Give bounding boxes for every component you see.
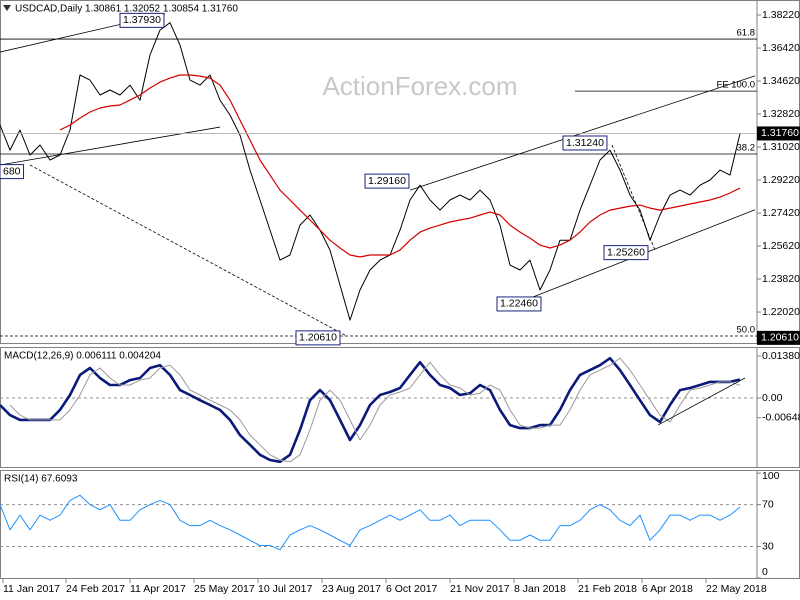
- price-label: 1.20610: [761, 332, 799, 344]
- y-tick-label: 0.013802: [762, 350, 800, 362]
- y-tick-label: 0.00: [762, 392, 783, 404]
- fib-level-label: FE 100.0: [716, 80, 755, 91]
- x-tick-label: 24 Feb 2017: [66, 583, 125, 595]
- trendline: [611, 144, 656, 251]
- x-tick-label: 23 Aug 2017: [322, 583, 381, 595]
- y-tick-label: 0: [762, 566, 768, 578]
- x-tick-label: 22 May 2018: [706, 583, 767, 595]
- x-tick-label: 8 Jan 2018: [514, 583, 566, 595]
- x-tick-label: 11 Apr 2017: [130, 583, 186, 595]
- x-tick-label: 6 Oct 2017: [386, 583, 438, 595]
- x-tick-label: 21 Nov 2017: [450, 583, 510, 595]
- series-line: [0, 494, 741, 551]
- price-annotation-box: [562, 135, 608, 151]
- series-line: [0, 356, 741, 464]
- watermark: ActionForex.com: [322, 71, 517, 101]
- price-label-box: [757, 126, 800, 141]
- fib-level-label: 61.8: [737, 28, 756, 39]
- y-tick-label: 1.27420: [762, 207, 800, 219]
- price-annotation: 1.25260: [607, 246, 645, 258]
- price-label: 1.31760: [761, 127, 799, 139]
- series-line: [59, 74, 741, 258]
- pane-title: MACD(12,26,9) 0.006111 0.004204: [4, 351, 161, 362]
- y-tick-label: 70: [762, 498, 774, 510]
- fib-level-label: 50.0: [737, 325, 756, 336]
- series-line: [0, 22, 741, 321]
- y-tick-label: 1.34620: [762, 75, 800, 87]
- price-annotation-box: [603, 245, 649, 261]
- fib-level-label: 38.2: [737, 143, 756, 154]
- price-annotation-box: [364, 173, 410, 189]
- x-tick-label: 25 May 2017: [194, 583, 255, 595]
- pane-title: USDCAD,Daily 1.30861 1.32052 1.30854 1.3…: [15, 4, 238, 15]
- x-tick-label: 6 Apr 2018: [642, 583, 693, 595]
- price-annotation-box: [119, 12, 165, 28]
- y-tick-label: 30: [762, 540, 774, 552]
- price-label-box: [757, 330, 800, 345]
- pane-title: RSI(14) 67.6093: [4, 474, 78, 485]
- price-annotation-box: [0, 164, 25, 180]
- y-tick-label: 100: [762, 470, 780, 482]
- y-tick-label: -0.006488: [762, 412, 800, 424]
- x-tick-label: 10 Jul 2017: [258, 583, 312, 595]
- y-tick-label: 1.36420: [762, 42, 800, 54]
- series-line: [9, 357, 741, 463]
- x-tick-label: 21 Feb 2018: [578, 583, 637, 595]
- price-annotation: 680: [3, 165, 21, 177]
- y-tick-label: 1.29220: [762, 174, 800, 186]
- price-annotation-box: [496, 296, 542, 312]
- price-annotation-box: [295, 330, 341, 346]
- price-annotation: 1.31240: [566, 137, 604, 149]
- menu-icon[interactable]: [3, 5, 11, 11]
- price-annotation: 1.20610: [299, 332, 337, 344]
- y-tick-label: 1.32820: [762, 108, 800, 120]
- x-tick-label: 11 Jan 2017: [3, 583, 60, 595]
- price-annotation: 1.37930: [123, 14, 161, 26]
- y-tick-label: 1.31020: [762, 141, 800, 153]
- y-tick-label: 1.25620: [762, 240, 800, 252]
- y-tick-label: 1.23820: [762, 273, 800, 285]
- trendline: [409, 75, 756, 191]
- y-tick-label: 1.38220: [762, 9, 800, 21]
- trendline: [657, 377, 746, 426]
- price-annotation: 1.22460: [500, 298, 538, 310]
- y-tick-label: 1.22020: [762, 306, 800, 318]
- price-annotation: 1.29160: [368, 175, 406, 187]
